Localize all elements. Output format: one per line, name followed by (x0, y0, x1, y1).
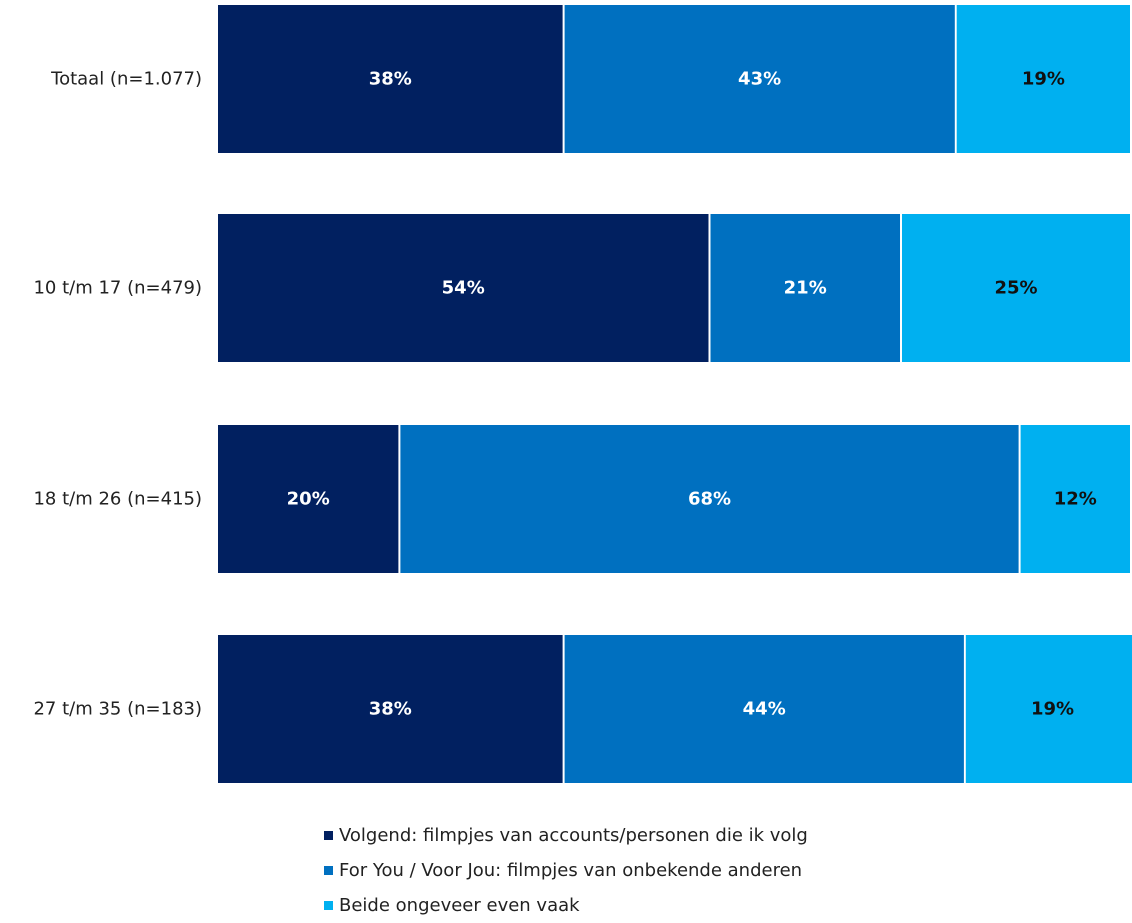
data-label: 38% (369, 699, 412, 720)
legend-swatch (324, 831, 333, 840)
bar-segment-27-t-m-35-n-183-series-1 (218, 635, 563, 783)
bar-group-totaal-n-1-077: Totaal (n=1.077) 38% 43% 19% (50, 5, 1130, 153)
legend-item-3: Beide ongeveer even vaak (324, 888, 964, 923)
category-label: 10 t/m 17 (n=479) (33, 278, 202, 299)
data-label: 25% (994, 278, 1037, 299)
bar-group-27-t-m-35-n-183: 27 t/m 35 (n=183) 38% 44% 19% (33, 635, 1132, 783)
data-label: 54% (442, 278, 485, 299)
category-label: 18 t/m 26 (n=415) (33, 489, 202, 510)
bar-group-18-t-m-26-n-415: 18 t/m 26 (n=415) 20% 68% 12% (33, 425, 1130, 573)
data-label: 12% (1054, 489, 1097, 510)
data-label: 19% (1031, 699, 1074, 720)
data-label: 19% (1022, 69, 1065, 90)
bar-group-10-t-m-17-n-479: 10 t/m 17 (n=479) 54% 21% 25% (33, 214, 1130, 362)
bar-segment-27-t-m-35-n-183-series-3 (965, 635, 1132, 783)
bar-segment-10-t-m-17-n-479-series-2 (710, 214, 900, 362)
legend-label: Beide ongeveer even vaak (339, 895, 580, 916)
category-label: Totaal (n=1.077) (50, 69, 202, 90)
bar-segment-10-t-m-17-n-479-series-3 (902, 214, 1130, 362)
bar-segment-10-t-m-17-n-479-series-1 (218, 214, 709, 362)
data-label: 38% (369, 69, 412, 90)
legend-item-1: Volgend: filmpjes van accounts/personen … (324, 818, 964, 853)
legend-swatch (324, 866, 333, 875)
bar-segment-totaal-n-1-077-series-2 (564, 5, 955, 153)
data-label: 44% (743, 699, 786, 720)
bar-segment-27-t-m-35-n-183-series-2 (564, 635, 964, 783)
legend: Volgend: filmpjes van accounts/personen … (324, 818, 964, 923)
bar-segment-totaal-n-1-077-series-3 (956, 5, 1130, 153)
data-label: 21% (784, 278, 827, 299)
legend-swatch (324, 901, 333, 910)
bar-segment-totaal-n-1-077-series-1 (218, 5, 563, 153)
legend-item-2: For You / Voor Jou: filmpjes van onbeken… (324, 853, 964, 888)
legend-label: For You / Voor Jou: filmpjes van onbeken… (339, 860, 803, 881)
data-label: 20% (287, 489, 330, 510)
bar-segment-18-t-m-26-n-415-series-1 (218, 425, 399, 573)
data-label: 43% (738, 69, 781, 90)
data-label: 68% (688, 489, 731, 510)
bar-segment-18-t-m-26-n-415-series-2 (400, 425, 1019, 573)
legend-label: Volgend: filmpjes van accounts/personen … (339, 825, 808, 846)
category-label: 27 t/m 35 (n=183) (33, 699, 202, 720)
bar-segment-18-t-m-26-n-415-series-3 (1020, 425, 1130, 573)
